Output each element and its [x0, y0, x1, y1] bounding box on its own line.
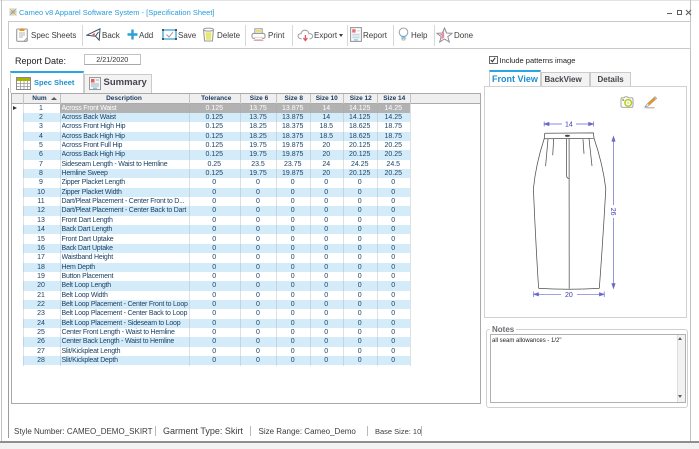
svg-text:14: 14 [565, 122, 573, 129]
svg-text:26: 26 [609, 208, 616, 216]
svg-text:20: 20 [565, 292, 573, 299]
